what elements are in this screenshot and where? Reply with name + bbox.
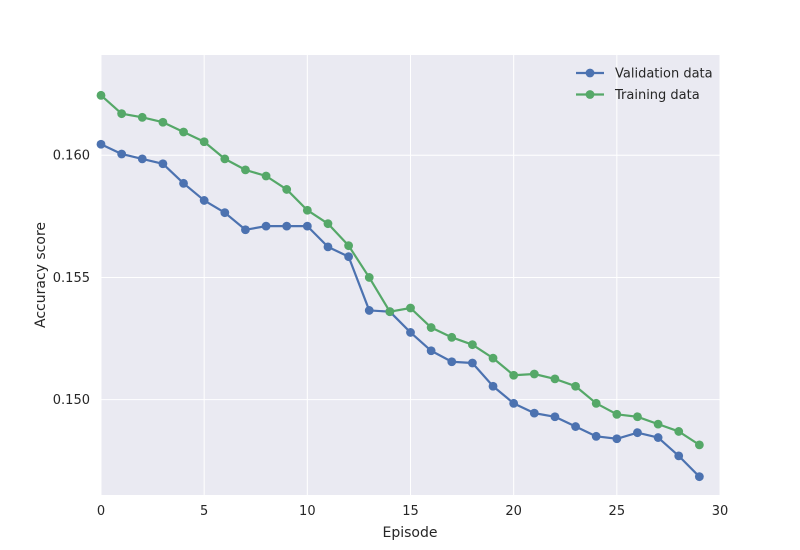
data-point: [199, 137, 209, 147]
data-point: [158, 117, 168, 127]
data-point: [426, 346, 436, 356]
data-point: [571, 422, 580, 431]
data-point: [633, 428, 642, 438]
data-point: [633, 412, 642, 422]
data-point: [302, 205, 312, 215]
legend-entry: Validation data: [576, 67, 713, 82]
series-training-data: [96, 90, 704, 450]
data-point: [550, 412, 560, 422]
x-tick-label: 20: [505, 504, 522, 519]
grid-lines: [100, 55, 721, 495]
data-point: [385, 307, 395, 317]
data-point: [220, 154, 230, 164]
data-point: [468, 358, 477, 368]
data-point: [282, 185, 292, 194]
data-point: [241, 165, 250, 175]
data-point: [571, 381, 580, 391]
x-tick-label: 25: [609, 504, 626, 519]
x-tick-label: 0: [97, 504, 105, 519]
legend: Validation data Training data: [576, 67, 713, 103]
data-point: [406, 328, 415, 337]
data-point: [674, 427, 684, 436]
data-point: [406, 303, 415, 313]
data-point: [529, 408, 539, 418]
data-point: [447, 357, 457, 367]
data-point: [261, 221, 271, 231]
legend-label: Validation data: [615, 67, 713, 82]
x-tick-label: 15: [402, 504, 419, 519]
data-point: [158, 159, 168, 169]
data-point: [653, 419, 663, 429]
y-tick-label: 0.155: [53, 271, 90, 286]
data-point: [261, 171, 271, 181]
data-point: [179, 178, 188, 188]
legend-marker: [585, 68, 595, 78]
data-point: [674, 451, 684, 461]
legend-marker: [585, 90, 595, 99]
data-point: [117, 149, 127, 159]
data-point: [694, 440, 704, 450]
data-point: [612, 409, 622, 419]
data-point: [323, 219, 333, 229]
legend-entry: Training data: [576, 88, 700, 103]
data-point: [694, 472, 704, 482]
data-point: [344, 241, 353, 251]
data-point: [488, 381, 498, 391]
data-point: [344, 252, 353, 262]
data-point: [137, 112, 147, 122]
data-point: [653, 433, 663, 442]
data-point: [509, 398, 519, 408]
data-point: [426, 323, 436, 332]
x-tick-label: 5: [200, 504, 208, 519]
data-point: [199, 196, 209, 205]
data-point: [96, 90, 106, 100]
data-point: [96, 139, 106, 149]
y-tick-label: 0.150: [53, 393, 90, 408]
data-point: [509, 370, 519, 380]
data-point: [323, 242, 333, 252]
y-axis-label: Accuracy score: [33, 222, 49, 328]
data-point: [447, 332, 457, 342]
data-point: [364, 306, 374, 315]
data-point: [591, 431, 601, 441]
data-point: [591, 398, 601, 408]
data-point: [179, 127, 188, 137]
data-point: [137, 154, 147, 164]
data-point: [364, 273, 374, 282]
data-point: [488, 353, 498, 363]
data-point: [302, 221, 312, 231]
data-point: [612, 434, 622, 444]
data-point: [220, 208, 230, 218]
x-tick-label: 10: [299, 504, 316, 519]
tick-labels: 0 5 10 15 20 25 30 0.150 0.155 0.160: [53, 149, 728, 519]
y-tick-label: 0.160: [53, 149, 90, 164]
x-tick-label: 30: [712, 504, 729, 519]
series-layer: [96, 90, 704, 482]
data-point: [529, 369, 539, 379]
data-point: [550, 374, 560, 384]
data-point: [468, 340, 477, 350]
data-point: [282, 221, 292, 231]
legend-label: Training data: [614, 88, 700, 103]
data-point: [117, 109, 127, 119]
x-axis-label: Episode: [383, 525, 438, 541]
data-point: [241, 225, 250, 235]
